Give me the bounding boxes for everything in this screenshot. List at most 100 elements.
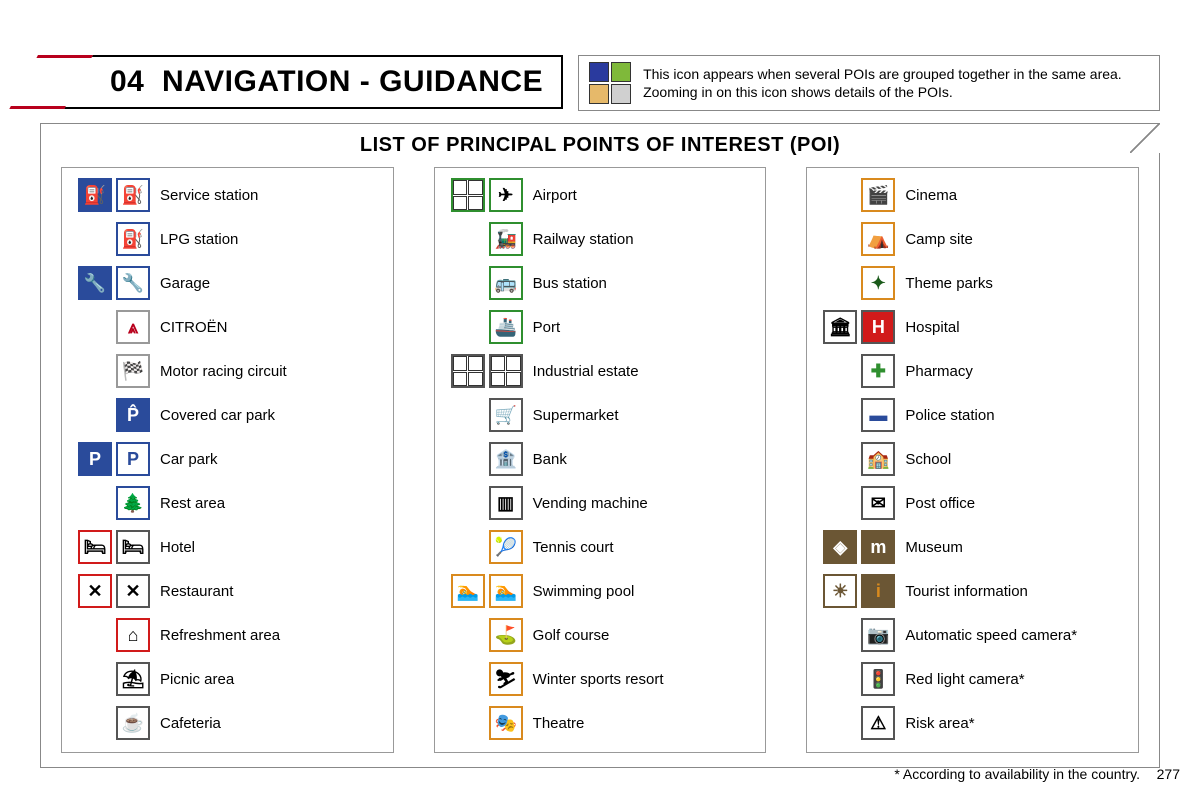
poi-icon-slot: 🎾 — [443, 530, 523, 564]
swatch-cell — [611, 62, 631, 82]
poi-column-1: ⛽⛽Service station⛽LPG station🔧🔧Garage⩓CI… — [61, 167, 394, 753]
poi-row: 📷Automatic speed camera* — [815, 614, 1130, 656]
poi-label: Refreshment area — [160, 627, 280, 644]
poi-icon: 🚂 — [489, 222, 523, 256]
poi-row: 🛏🛏Hotel — [70, 526, 385, 568]
poi-icon: ✕ — [116, 574, 150, 608]
poi-icon: ⛽ — [116, 222, 150, 256]
poi-icon: ▬ — [861, 398, 895, 432]
poi-icon-slot: 🚂 — [443, 222, 523, 256]
poi-icon: 📷 — [861, 618, 895, 652]
poi-icon: P — [78, 442, 112, 476]
poi-row: ⛷ Winter sports resort — [443, 658, 758, 700]
poi-icon-slot: 🏛H — [815, 310, 895, 344]
poi-icon-slot: 🛒 — [443, 398, 523, 432]
poi-label: Service station — [160, 187, 258, 204]
poi-row: 🏁 Motor racing circuit — [70, 350, 385, 392]
poi-label: Covered car park — [160, 407, 275, 424]
footnote: * According to availability in the count… — [894, 766, 1140, 782]
poi-row: 🛒 Supermarket — [443, 394, 758, 436]
poi-label: Pharmacy — [905, 363, 973, 380]
poi-row: ⩓CITROËN — [70, 306, 385, 348]
poi-row: 🎾Tennis court — [443, 526, 758, 568]
poi-icon: H — [861, 310, 895, 344]
poi-label: Police station — [905, 407, 994, 424]
poi-icon-slot: ✈ — [443, 178, 523, 212]
poi-label: Camp site — [905, 231, 973, 248]
poi-icon: 🚌 — [489, 266, 523, 300]
poi-icon: 🛒 — [489, 398, 523, 432]
poi-label: Hotel — [160, 539, 195, 556]
poi-row: ✉Post office — [815, 482, 1130, 524]
poi-icon: ⚠ — [861, 706, 895, 740]
poi-row: 🔧🔧Garage — [70, 262, 385, 304]
poi-icon: ⛷ — [489, 662, 523, 696]
poi-icon: P̂ — [116, 398, 150, 432]
poi-icon-slot: ☀i — [815, 574, 895, 608]
poi-icon-slot: ✚ — [815, 354, 895, 388]
poi-icon: 🏦 — [489, 442, 523, 476]
poi-icon: 🎾 — [489, 530, 523, 564]
poi-icon: ⛱ — [116, 662, 150, 696]
poi-icon-slot: ▥ — [443, 486, 523, 520]
poi-row: 🏦Bank — [443, 438, 758, 480]
poi-icon: ⌂ — [116, 618, 150, 652]
poi-icon: 🚦 — [861, 662, 895, 696]
poi-row: 🏫School — [815, 438, 1130, 480]
poi-label: Winter sports resort — [533, 671, 664, 688]
poi-multi-icon — [451, 354, 485, 388]
poi-icon: ⩓ — [116, 310, 150, 344]
poi-row: ▬ Police station — [815, 394, 1130, 436]
poi-icon: 🏁 — [116, 354, 150, 388]
swatch-cell — [589, 84, 609, 104]
poi-icon: i — [861, 574, 895, 608]
section-title-banner: 04 NAVIGATION - GUIDANCE — [40, 55, 563, 109]
poi-label: Cinema — [905, 187, 957, 204]
poi-row: ⛽⛽Service station — [70, 174, 385, 216]
poi-row: ✦Theme parks — [815, 262, 1130, 304]
poi-row: ✚ Pharmacy — [815, 350, 1130, 392]
poi-icon-slot: ▬ — [815, 398, 895, 432]
poi-icon-slot: 🚢 — [443, 310, 523, 344]
poi-label: Supermarket — [533, 407, 619, 424]
poi-icon: 🏊 — [489, 574, 523, 608]
poi-icon-slot: ⛳ — [443, 618, 523, 652]
poi-icon-slot: 🎭 — [443, 706, 523, 740]
poi-multi-icon — [451, 178, 485, 212]
poi-label: Motor racing circuit — [160, 363, 287, 380]
poi-icon: ⛺ — [861, 222, 895, 256]
poi-row: 🏛HHospital — [815, 306, 1130, 348]
poi-icon-slot: 📷 — [815, 618, 895, 652]
poi-icon: 🎭 — [489, 706, 523, 740]
poi-label: Car park — [160, 451, 218, 468]
poi-multi-icon — [489, 354, 523, 388]
poi-row: ⛽LPG station — [70, 218, 385, 260]
poi-label: Swimming pool — [533, 583, 635, 600]
poi-label: Airport — [533, 187, 577, 204]
poi-icon: ✉ — [861, 486, 895, 520]
poi-row: P̂ Covered car park — [70, 394, 385, 436]
poi-label: Garage — [160, 275, 210, 292]
poi-label: Tourist information — [905, 583, 1028, 600]
poi-row: 🎭Theatre — [443, 702, 758, 744]
poi-icon: ⛳ — [489, 618, 523, 652]
poi-icon-slot: ⛽ — [70, 222, 150, 256]
poi-icon-slot: 🏁 — [70, 354, 150, 388]
poi-row: PPCar park — [70, 438, 385, 480]
poi-icon-slot: ⚠ — [815, 706, 895, 740]
poi-label: Industrial estate — [533, 363, 639, 380]
poi-icon: 🏫 — [861, 442, 895, 476]
poi-icon: ✚ — [861, 354, 895, 388]
poi-icon: m — [861, 530, 895, 564]
poi-icon: 🔧 — [78, 266, 112, 300]
poi-icon-slot: ☕ — [70, 706, 150, 740]
poi-row: ☕Cafeteria — [70, 702, 385, 744]
poi-row: 🎬Cinema — [815, 174, 1130, 216]
poi-icon: ✕ — [78, 574, 112, 608]
swatch-cell — [611, 84, 631, 104]
poi-row: 🚦Red light camera* — [815, 658, 1130, 700]
swatch-cell — [589, 62, 609, 82]
poi-icon: ✦ — [861, 266, 895, 300]
content-panel: LIST OF PRINCIPAL POINTS OF INTEREST (PO… — [40, 123, 1160, 768]
poi-label: Picnic area — [160, 671, 234, 688]
